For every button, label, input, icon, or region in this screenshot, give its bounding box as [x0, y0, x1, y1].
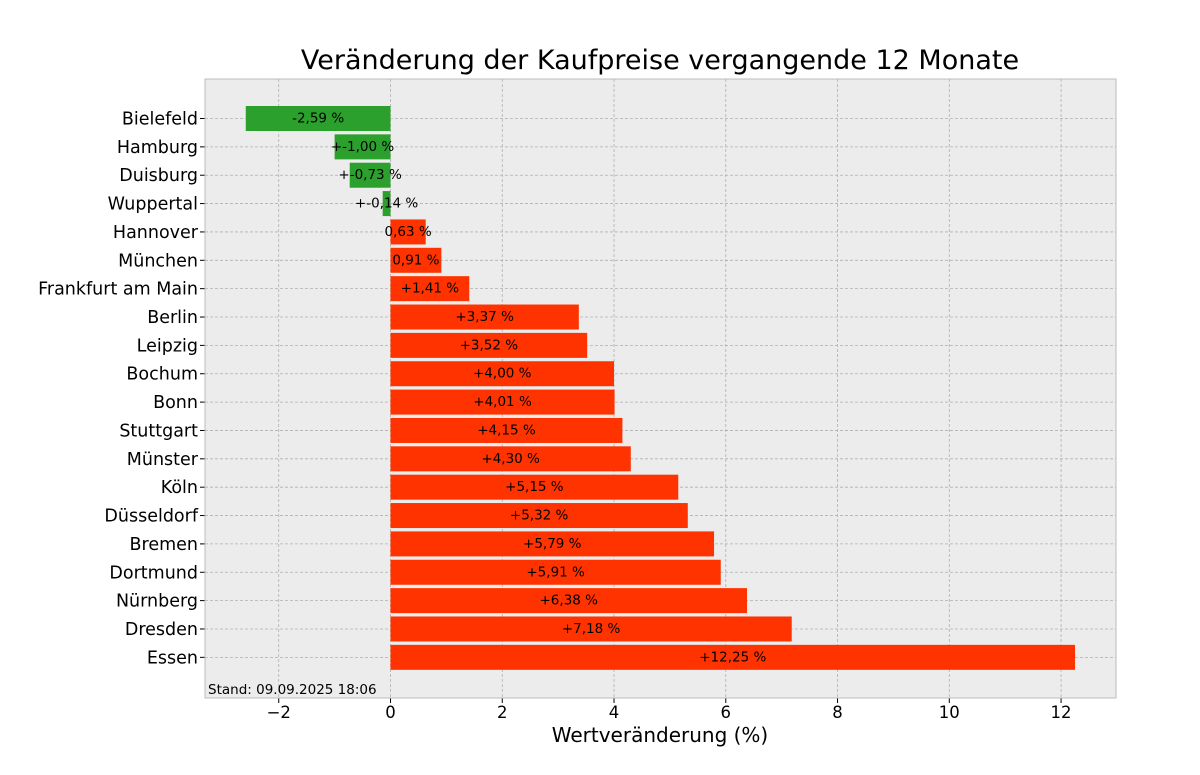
x-tick-label: 0 [385, 703, 396, 722]
category-label: Köln [161, 478, 198, 498]
bar [390, 616, 792, 642]
data-label: +5,15 % [505, 479, 564, 495]
axis-ticks: −2 0 2 4 6 8 10 12 Bielefeld Hamburg Duisburg Wuppe… [38, 110, 1071, 723]
bars [245, 106, 1076, 670]
bar [390, 474, 679, 500]
x-tick-label: −2 [267, 703, 291, 722]
category-label: Bielefeld [122, 110, 198, 130]
bar [390, 446, 631, 472]
data-label: +4,01 % [473, 394, 532, 410]
bar [390, 247, 442, 273]
data-labels: -2,59 % +-1,00 % +-0,73 % +-0,14 % 0,63 % 0,9… [292, 111, 766, 666]
category-label: Hannover [113, 223, 199, 243]
data-label: +4,15 % [477, 422, 536, 438]
plot-frame [204, 78, 1117, 699]
data-label: +4,00 % [473, 366, 532, 382]
timestamp-annotation: Stand: 09.09.2025 18:06 [208, 682, 377, 698]
category-label: Dortmund [109, 563, 198, 583]
data-label: +-0,73 % [338, 167, 402, 183]
data-label: +3,37 % [455, 309, 514, 325]
bar [349, 162, 391, 188]
bar [390, 219, 426, 245]
data-label: +5,91 % [526, 564, 585, 580]
bar [334, 134, 391, 160]
bar [245, 106, 391, 131]
category-label: München [118, 251, 198, 271]
x-tick-label: 4 [609, 703, 620, 722]
bar [390, 559, 721, 585]
bar [390, 361, 615, 387]
bar [390, 644, 1076, 670]
data-label: 0,91 % [392, 252, 439, 268]
bar [390, 503, 688, 529]
category-label: Stuttgart [119, 421, 198, 441]
bar [390, 276, 470, 302]
bar [390, 332, 588, 358]
category-label: Essen [147, 648, 198, 668]
bar [390, 304, 579, 330]
x-tick-label: 8 [832, 703, 843, 722]
data-label: +-0,14 % [355, 196, 419, 212]
category-label: Frankfurt am Main [38, 280, 198, 300]
data-label: +5,32 % [510, 508, 569, 524]
category-label: Dresden [125, 620, 198, 640]
bar [390, 417, 623, 443]
x-tick-label: 2 [497, 703, 508, 722]
x-tick-label: 6 [721, 703, 732, 722]
data-label: +4,30 % [481, 451, 540, 467]
chart-title: Veränderung der Kaufpreise vergangende 1… [301, 45, 1019, 76]
bar [390, 588, 748, 614]
category-label: Düsseldorf [104, 507, 198, 527]
x-tick-label: 10 [939, 703, 960, 722]
data-label: 0,63 % [385, 224, 432, 240]
category-label: Leipzig [137, 336, 198, 356]
bar [390, 531, 715, 557]
data-label: -2,59 % [292, 111, 344, 127]
category-label: Hamburg [117, 138, 198, 158]
x-axis-label: Wertveränderung (%) [552, 723, 769, 747]
data-label: +5,79 % [523, 536, 582, 552]
data-label: +1,41 % [401, 281, 460, 297]
category-label: Nürnberg [116, 592, 198, 612]
category-label: Berlin [147, 308, 198, 328]
category-label: Bremen [130, 535, 199, 555]
category-label: Münster [127, 450, 199, 470]
category-label: Duisburg [119, 166, 198, 186]
data-label: +7,18 % [562, 621, 621, 637]
category-label: Bochum [126, 365, 198, 385]
data-label: +6,38 % [540, 593, 599, 609]
bar [382, 191, 391, 217]
category-label: Wuppertal [108, 195, 198, 215]
bar [390, 389, 615, 415]
x-tick-label: 12 [1051, 703, 1072, 722]
data-label: +3,52 % [460, 337, 519, 353]
category-label: Bonn [153, 393, 198, 413]
data-label: +-1,00 % [331, 139, 395, 155]
data-label: +12,25 % [699, 649, 766, 665]
